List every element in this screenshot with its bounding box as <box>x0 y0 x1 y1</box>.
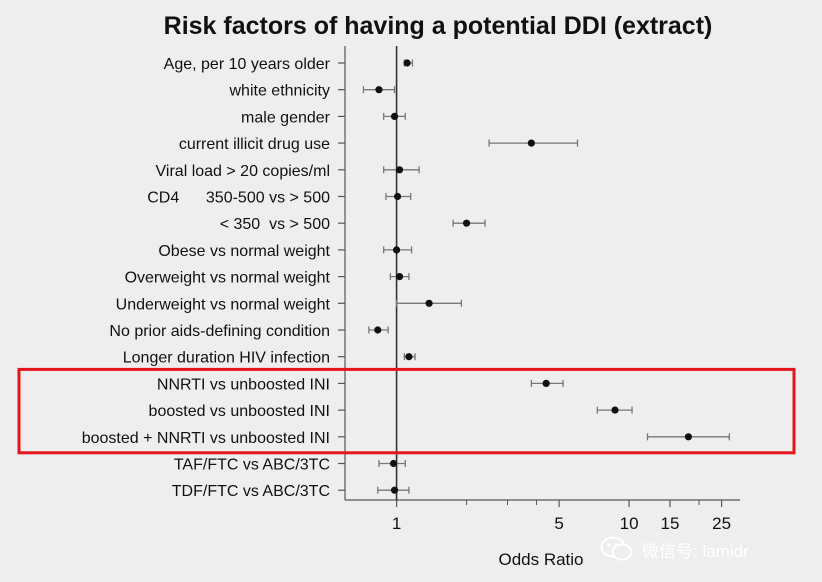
point-estimate <box>393 192 402 201</box>
point-estimate <box>527 139 535 147</box>
watermark-text: 微信号: lamidr <box>642 541 749 561</box>
point-estimate <box>392 246 401 254</box>
point-estimate <box>425 299 433 307</box>
point-estimate <box>395 166 404 174</box>
wechat-icon <box>600 536 633 561</box>
row-label: No prior aids-defining condition <box>109 323 330 340</box>
row-label: current illicit drug use <box>179 136 330 153</box>
highlight-box <box>17 367 796 455</box>
watermark: 微信号: lamidr <box>600 531 815 567</box>
x-tick-label: 25 <box>712 514 731 533</box>
point-estimate <box>462 219 471 227</box>
row-label: boosted + NNRTI vs unboosted INI <box>82 430 330 447</box>
point-estimate <box>611 406 619 414</box>
row-label: CD4 350-500 vs > 500 <box>147 190 330 207</box>
row-label: boosted vs unboosted INI <box>149 403 330 420</box>
row-label: TDF/FTC vs ABC/3TC <box>172 483 330 500</box>
row-label: male gender <box>241 109 331 126</box>
x-tick-label: 1 <box>392 514 401 533</box>
row-label: Underweight vs normal weight <box>116 296 331 313</box>
row-label: white ethnicity <box>229 83 331 100</box>
point-estimate <box>389 459 398 468</box>
row-label: Age, per 10 years older <box>164 56 331 73</box>
chart-title: Risk factors of having a potential DDI (… <box>164 12 713 40</box>
x-tick-label: 15 <box>661 514 680 533</box>
point-estimate <box>390 486 399 494</box>
row-label: Overweight vs normal weight <box>125 270 331 287</box>
row-label: Viral load > 20 copies/ml <box>156 163 330 180</box>
point-estimate <box>403 59 411 67</box>
row-label: < 350 vs > 500 <box>220 216 330 233</box>
point-estimate <box>542 379 550 387</box>
point-estimate <box>395 273 404 281</box>
x-tick-label: 10 <box>620 514 639 533</box>
point-estimate <box>374 326 382 334</box>
row-label: Obese vs normal weight <box>158 243 330 260</box>
point-estimate <box>405 353 413 361</box>
x-axis-label: Odds Ratio <box>498 550 583 569</box>
point-estimate <box>684 433 693 441</box>
point-estimate <box>390 112 399 120</box>
row-label: NNRTI vs unboosted INI <box>157 376 330 393</box>
row-label: TAF/FTC vs ABC/3TC <box>174 457 330 474</box>
point-estimate <box>375 86 383 94</box>
x-tick-label: 5 <box>554 514 563 533</box>
row-label: Longer duration HIV infection <box>123 350 330 367</box>
